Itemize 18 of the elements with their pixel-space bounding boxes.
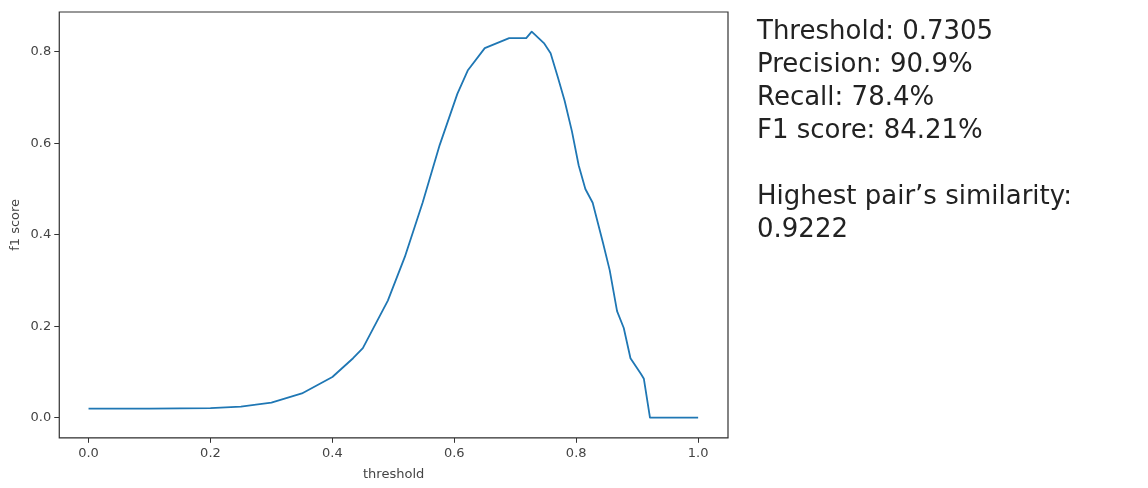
x-tick-label: 0.2 bbox=[200, 444, 221, 460]
y-tick-label: 0.0 bbox=[30, 409, 52, 425]
y-tick-label: 0.4 bbox=[30, 226, 52, 242]
y-tick-label: 0.6 bbox=[30, 134, 52, 150]
text: Highest pair’s similarity: 0.9222 bbox=[757, 179, 1074, 245]
x-tick-label: 0.8 bbox=[565, 444, 587, 460]
text: Precision: 90.9% bbox=[757, 47, 974, 80]
x-tick-label: 1.0 bbox=[687, 444, 709, 460]
x-tick-label: 0.0 bbox=[78, 444, 99, 460]
y-tick-label: 0.2 bbox=[30, 317, 52, 333]
x-tick-label: 0.4 bbox=[322, 444, 343, 460]
x-tick-label: 0.6 bbox=[443, 444, 465, 460]
text: F1 score: 84.21% bbox=[757, 113, 984, 146]
x-axis-title: threshold bbox=[363, 465, 425, 481]
y-tick-label: 0.8 bbox=[30, 43, 52, 59]
y-axis-title: f1 score bbox=[7, 198, 23, 251]
text: Threshold: 0.7305 bbox=[757, 14, 995, 47]
text: Recall: 78.4% bbox=[757, 80, 936, 113]
